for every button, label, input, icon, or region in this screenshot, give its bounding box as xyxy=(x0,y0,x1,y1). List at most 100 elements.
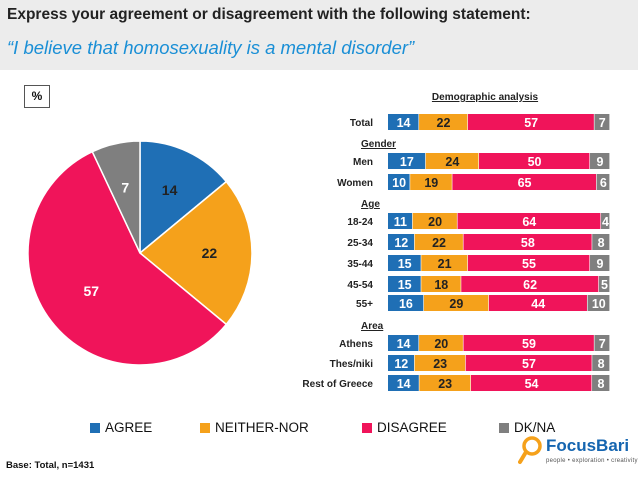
bar-label-25-34-dkna: 8 xyxy=(598,236,605,250)
title-banner: Express your agreement or disagreement w… xyxy=(0,0,638,70)
bar-35-44-agree xyxy=(388,255,421,271)
bar-45-54-neither xyxy=(421,276,461,292)
bar-18-24-agree xyxy=(388,213,413,229)
bar-label-athens-disagree: 59 xyxy=(522,337,536,351)
group-header-age: Age xyxy=(361,199,380,210)
bar-label-18-24-neither: 20 xyxy=(428,215,442,229)
bar-55--agree xyxy=(388,295,424,311)
bar-25-34-agree xyxy=(388,234,415,250)
bar-label-45-54-disagree: 62 xyxy=(523,278,537,292)
bar-women-dkna xyxy=(596,174,610,190)
bar-18-24-dkna xyxy=(601,213,610,229)
legend-item-dkna: DK/NA xyxy=(499,420,555,435)
bar-athens-disagree xyxy=(463,335,594,351)
bar-label-thes-niki-agree: 12 xyxy=(394,357,408,371)
bar-35-44-dkna xyxy=(590,255,610,271)
bar-total-dkna xyxy=(594,114,610,130)
bar-men-agree xyxy=(388,153,426,169)
bar-total-agree xyxy=(388,114,419,130)
bar-label-rest-of-greece-agree: 14 xyxy=(397,377,411,391)
bar-athens-neither xyxy=(419,335,463,351)
legend-item-neither: NEITHER-NOR xyxy=(200,420,309,435)
row-label-total: Total xyxy=(350,118,373,129)
bar-men-disagree xyxy=(479,153,590,169)
bar-label-55--agree: 16 xyxy=(399,297,413,311)
bar-athens-dkna xyxy=(594,335,610,351)
magnifier-icon xyxy=(518,436,542,464)
pie-slice-dkna xyxy=(91,140,141,254)
bar-45-54-dkna xyxy=(598,276,610,292)
bar-label-athens-neither: 20 xyxy=(434,337,448,351)
row-label-45-54: 45-54 xyxy=(347,280,373,291)
legend-label-neither: NEITHER-NOR xyxy=(215,420,309,435)
bar-55--dkna xyxy=(587,295,610,311)
bar-label-women-agree: 10 xyxy=(392,176,406,190)
bar-label-men-neither: 24 xyxy=(445,155,459,169)
bar-label-thes-niki-neither: 23 xyxy=(433,357,447,371)
bar-rest-of-greece-neither xyxy=(419,375,471,391)
legend-label-disagree: DISAGREE xyxy=(377,420,447,435)
base-note: Base: Total, n=1431 xyxy=(6,460,95,471)
pie-label-neither: 22 xyxy=(202,245,218,261)
bar-label-25-34-agree: 12 xyxy=(394,236,408,250)
focusbari-logo: FocusBari people • exploration • creativ… xyxy=(518,434,638,474)
bar-18-24-neither xyxy=(412,213,457,229)
bar-label-45-54-dkna: 5 xyxy=(601,278,608,292)
bar-label-total-disagree: 57 xyxy=(524,116,538,130)
row-label-women: Women xyxy=(337,178,373,189)
row-label-35-44: 35-44 xyxy=(347,259,373,270)
legend-item-agree: AGREE xyxy=(90,420,152,435)
bar-rest-of-greece-agree xyxy=(388,375,419,391)
bar-45-54-disagree xyxy=(461,276,599,292)
bar-label-45-54-neither: 18 xyxy=(434,278,448,292)
legend-swatch-dkna xyxy=(499,422,509,433)
bar-label-men-agree: 17 xyxy=(400,155,414,169)
bar-25-34-disagree xyxy=(463,234,592,250)
pie-label-disagree: 57 xyxy=(84,283,100,299)
row-label-men: Men xyxy=(353,157,373,168)
bar-women-neither xyxy=(410,174,452,190)
bar-athens-agree xyxy=(388,335,419,351)
bar-label-25-34-disagree: 58 xyxy=(521,236,535,250)
row-label-thes-niki: Thes/niki xyxy=(330,359,374,370)
bar-label-total-agree: 14 xyxy=(397,116,411,130)
bar-55--neither xyxy=(423,295,489,311)
legend-swatch-disagree xyxy=(362,422,372,433)
bar-total-neither xyxy=(419,114,468,130)
legend: AGREE NEITHER-NOR DISAGREE DK/NA xyxy=(0,420,638,442)
pie-slice-neither xyxy=(138,180,253,326)
bar-label-women-dkna: 6 xyxy=(600,176,607,190)
bar-label-women-disagree: 65 xyxy=(518,176,532,190)
bar-label-thes-niki-dkna: 8 xyxy=(598,357,605,371)
bar-rest-of-greece-disagree xyxy=(470,375,592,391)
bar-label-35-44-dkna: 9 xyxy=(597,257,604,271)
bar-label-25-34-neither: 22 xyxy=(432,236,446,250)
bar-thes-niki-disagree xyxy=(465,355,592,371)
demographic-title: Demographic analysis xyxy=(432,92,539,103)
bar-women-disagree xyxy=(452,174,597,190)
bar-label-rest-of-greece-disagree: 54 xyxy=(525,377,539,391)
chart-subtitle: “I believe that homosexuality is a menta… xyxy=(7,37,415,58)
legend-swatch-neither xyxy=(200,422,210,433)
bar-label-athens-dkna: 7 xyxy=(599,337,606,351)
bar-label-55--dkna: 10 xyxy=(592,297,606,311)
group-header-area: Area xyxy=(361,321,384,332)
row-label-athens: Athens xyxy=(339,339,373,350)
bar-35-44-disagree xyxy=(467,255,590,271)
pie-slice-disagree xyxy=(27,150,228,366)
row-label-18-24: 18-24 xyxy=(347,217,373,228)
row-label-55-: 55+ xyxy=(356,299,373,310)
bar-18-24-disagree xyxy=(457,213,601,229)
bar-label-18-24-disagree: 64 xyxy=(522,215,536,229)
row-label-25-34: 25-34 xyxy=(347,238,373,249)
bar-label-men-disagree: 50 xyxy=(528,155,542,169)
bar-thes-niki-agree xyxy=(388,355,415,371)
bar-label-35-44-agree: 15 xyxy=(398,257,412,271)
bar-45-54-agree xyxy=(388,276,421,292)
pie-label-dkna: 7 xyxy=(121,179,129,195)
bar-label-total-dkna: 7 xyxy=(599,116,606,130)
chart-title: Express your agreement or disagreement w… xyxy=(7,6,531,23)
legend-swatch-agree xyxy=(90,422,100,433)
bar-label-rest-of-greece-dkna: 8 xyxy=(598,377,605,391)
